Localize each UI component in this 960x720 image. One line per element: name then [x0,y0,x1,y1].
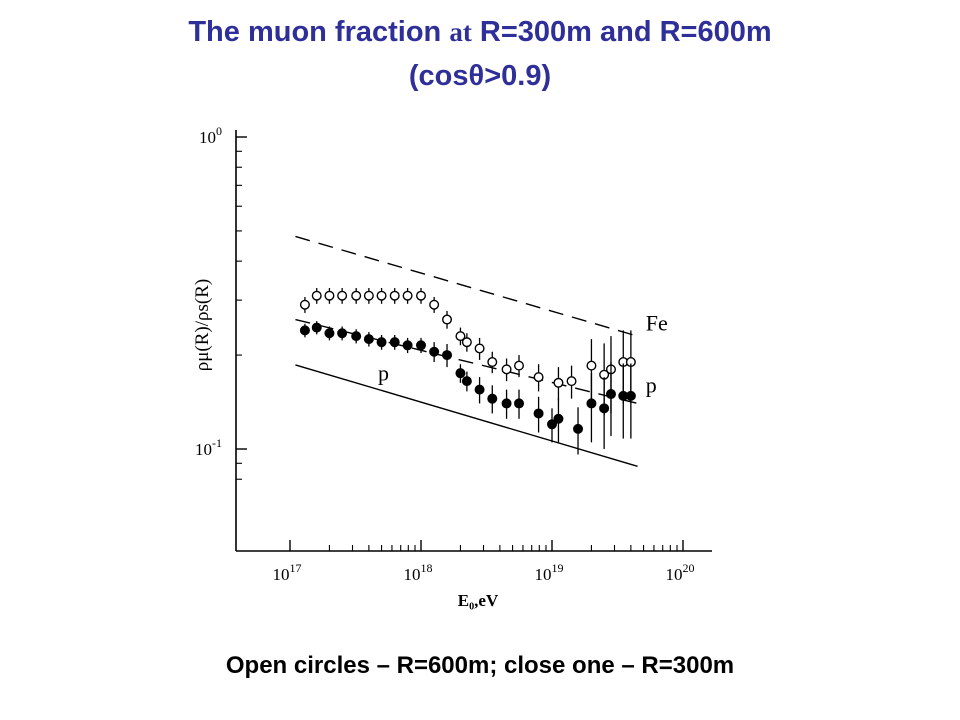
filled-circle-point [351,331,362,342]
annotation-p: p [646,372,657,397]
x-tick-label: 1017 [273,561,302,584]
open-circle-point [363,290,374,301]
filled-circle-point [625,390,636,401]
open-circle-point [566,376,577,387]
title-at: at [449,17,472,47]
filled-circle-point [299,325,310,336]
annotation-fe: Fe [646,310,668,335]
filled-circle-point [461,376,472,387]
reference-line-fe-dashed [295,235,638,337]
open-circle-point [514,360,525,371]
open-circle-point [461,337,472,348]
filled-circle-point [455,368,466,379]
filled-circle-point [487,393,498,404]
open-circle-point [311,290,322,301]
open-circle-point [376,290,387,301]
open-circle-point [402,290,413,301]
filled-circle-point [429,346,440,357]
filled-circle-point [586,398,597,409]
filled-circle-point [533,408,544,419]
filled-circle-point [363,334,374,345]
annotation-p: p [378,360,389,385]
y-tick-label: 100 [199,124,222,147]
open-circle-point [337,290,348,301]
filled-circle-point [416,340,427,351]
open-circle-point [501,364,512,375]
title-part2: R=300m and R=600m [471,16,772,48]
open-circle-point [586,360,597,371]
open-circle-point [533,372,544,383]
data-points [299,288,636,455]
open-circle-point [487,357,498,368]
filled-circle-point [402,340,413,351]
filled-circle-point [573,423,584,434]
y-axis-label: ρμ(R)/ρs(R) [192,279,213,371]
open-circle-point [553,377,564,388]
open-circle-point [389,290,400,301]
filled-circle-point [605,389,616,400]
filled-circle-point [311,322,322,333]
filled-circle-point [474,384,485,395]
open-circle-point [416,290,427,301]
filled-circle-point [514,398,525,409]
x-tick-label: 1019 [535,561,564,584]
filled-circle-point [547,419,558,430]
open-circle-point [455,331,466,342]
filled-circle-point [337,328,348,339]
filled-circle-point [442,350,453,361]
x-axis-label: E₀,eV [458,591,499,610]
filled-circle-point [376,337,387,348]
open-circle-point [474,343,485,354]
open-circle-point [324,290,335,301]
filled-circle-point [501,398,512,409]
filled-circle-point [389,337,400,348]
open-circle-point [299,299,310,310]
slide-caption: Open circles – R=600m; close one – R=300… [225,652,735,679]
chart-labels: 1017 1018 1019 1020 100 10-1 E₀,eV ρμ(R)/ρs(R) F… [192,124,695,610]
open-circle-point [442,314,453,325]
x-tick-label: 1018 [404,561,433,584]
filled-circle-point [324,328,335,339]
title-line2: (cosθ>0.9) [408,60,552,92]
slide-title: The muon fraction at R=300m and R=600m (… [0,10,960,98]
filled-circle-point [553,413,564,424]
y-tick-label: 10-1 [195,436,222,459]
filled-circle-point [599,403,610,414]
chart-axes [235,130,712,552]
x-tick-label: 1020 [666,561,695,584]
title-part1: The muon fraction [188,16,450,48]
open-circle-point [351,290,362,301]
open-circle-point [429,299,440,310]
reference-line-p-solid [295,364,638,467]
